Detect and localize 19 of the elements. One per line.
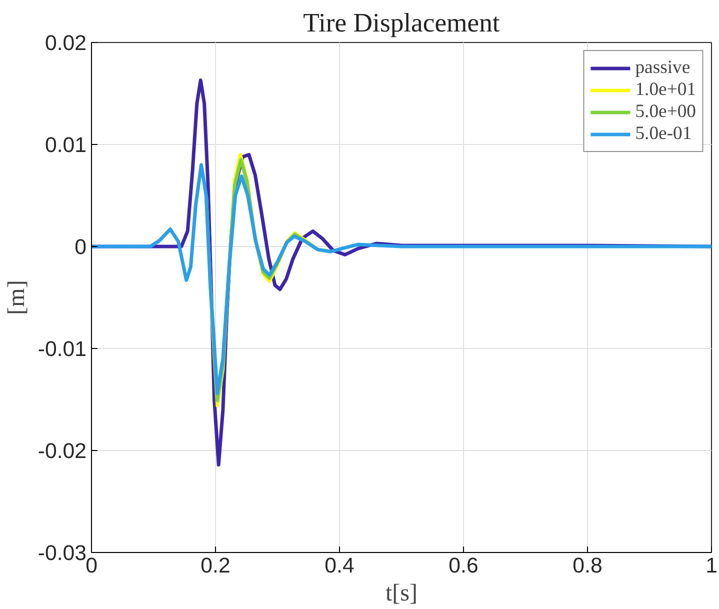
x-tick-label: 0.6 <box>448 554 478 578</box>
line-series <box>92 163 712 396</box>
legend-label: passive <box>635 57 690 79</box>
y-axis-title: [m] <box>4 280 30 315</box>
y-tick-label: -0.01 <box>38 337 87 361</box>
y-tick-label: 0.01 <box>44 133 87 157</box>
x-tick-label: 1 <box>706 554 718 578</box>
legend-label: 5.0e-01 <box>635 123 692 145</box>
x-tick-label: 0.2 <box>200 554 230 578</box>
legend-label: 1.0e+01 <box>635 79 696 101</box>
x-axis-title: t[s] <box>386 580 418 606</box>
x-tick-label: 0.8 <box>572 554 602 578</box>
chart-title: Tire Displacement <box>303 8 500 38</box>
x-tick-label: 0.4 <box>324 554 354 578</box>
y-tick-label: 0.02 <box>44 31 87 55</box>
y-tick-label: -0.02 <box>38 439 87 463</box>
y-tick-label: -0.03 <box>38 541 87 565</box>
y-tick-label: 0 <box>74 235 87 259</box>
legend-label: 5.0e+00 <box>635 101 696 123</box>
